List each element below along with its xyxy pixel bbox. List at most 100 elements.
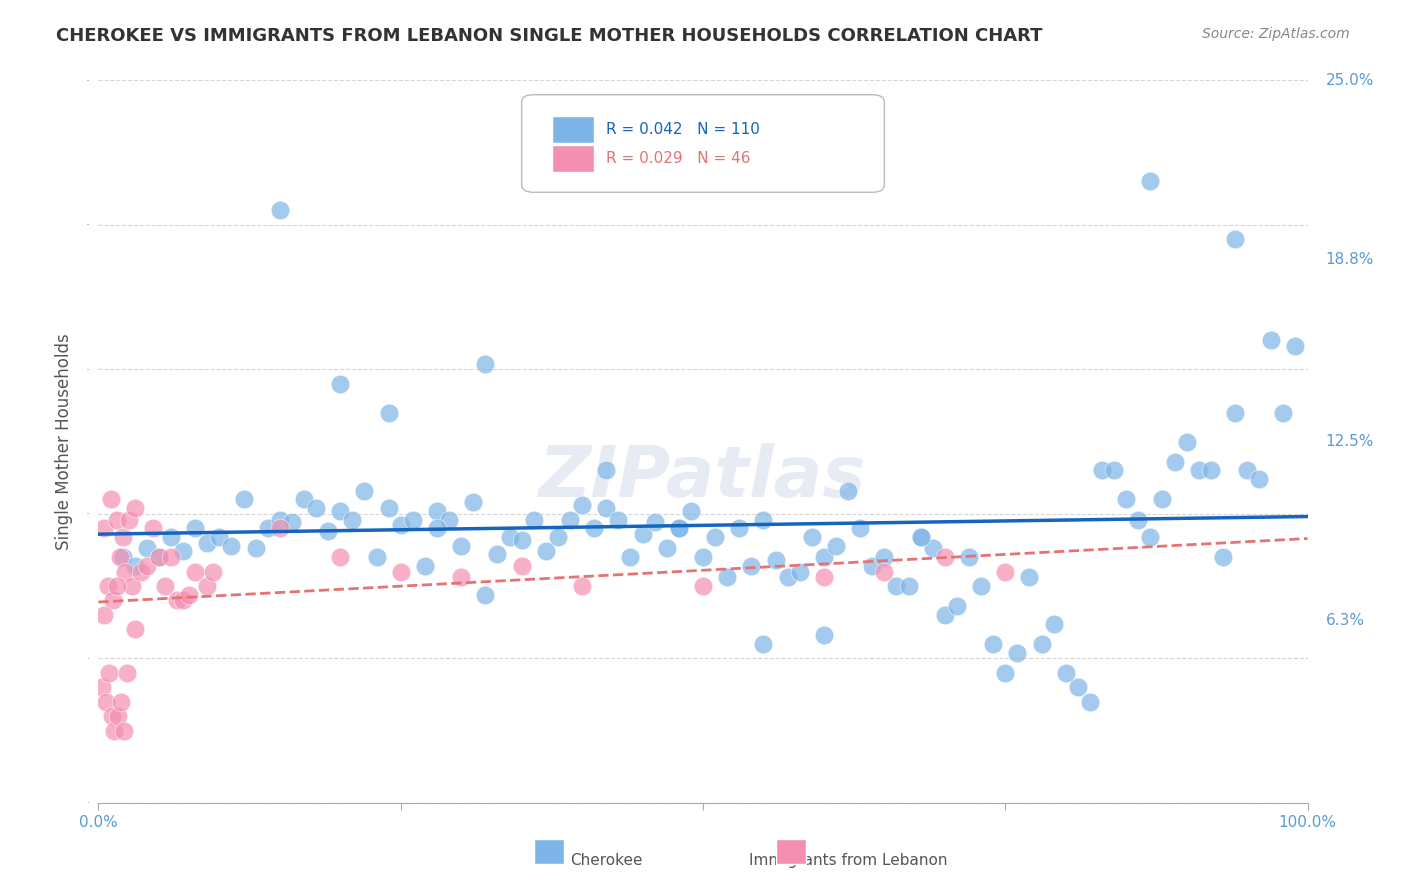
Point bbox=[873, 550, 896, 565]
Point bbox=[135, 541, 157, 556]
Point bbox=[957, 550, 980, 565]
Point bbox=[534, 544, 557, 558]
Point bbox=[631, 527, 654, 541]
Point bbox=[849, 521, 872, 535]
Point bbox=[366, 550, 388, 565]
Point bbox=[101, 593, 124, 607]
Point bbox=[921, 541, 943, 556]
Point bbox=[668, 521, 690, 535]
FancyBboxPatch shape bbox=[522, 95, 884, 193]
Point bbox=[1067, 680, 1090, 694]
Point bbox=[94, 695, 117, 709]
Point bbox=[1115, 492, 1137, 507]
FancyBboxPatch shape bbox=[551, 116, 595, 143]
Point bbox=[329, 550, 352, 565]
Point bbox=[813, 570, 835, 584]
Point bbox=[166, 593, 188, 607]
Point bbox=[389, 518, 412, 533]
Point bbox=[232, 492, 254, 507]
Text: R = 0.042   N = 110: R = 0.042 N = 110 bbox=[606, 122, 761, 136]
Point bbox=[644, 516, 666, 530]
Point bbox=[1272, 406, 1295, 420]
FancyBboxPatch shape bbox=[776, 838, 806, 864]
Point bbox=[1175, 434, 1198, 449]
Point bbox=[571, 579, 593, 593]
Y-axis label: Single Mother Households: Single Mother Households bbox=[55, 334, 73, 549]
Point bbox=[547, 530, 569, 544]
Point bbox=[112, 723, 135, 738]
Point bbox=[329, 504, 352, 518]
Point bbox=[117, 665, 139, 680]
Point bbox=[474, 357, 496, 371]
Point bbox=[910, 530, 932, 544]
Point bbox=[413, 558, 436, 573]
Point bbox=[813, 628, 835, 642]
Point bbox=[221, 539, 243, 553]
Point bbox=[486, 547, 509, 561]
Point bbox=[595, 501, 617, 516]
Point bbox=[789, 565, 811, 579]
Point bbox=[269, 203, 291, 218]
Text: 6.3%: 6.3% bbox=[1326, 613, 1365, 628]
Point bbox=[765, 553, 787, 567]
Point bbox=[813, 550, 835, 565]
Point bbox=[402, 512, 425, 526]
Point bbox=[934, 550, 956, 565]
Point bbox=[1163, 455, 1185, 469]
Point bbox=[776, 570, 799, 584]
Point bbox=[269, 512, 291, 526]
Point bbox=[1223, 406, 1246, 420]
Point bbox=[184, 565, 207, 579]
Text: R = 0.029   N = 46: R = 0.029 N = 46 bbox=[606, 151, 751, 166]
Point bbox=[897, 579, 920, 593]
Point bbox=[135, 558, 157, 573]
Point bbox=[837, 483, 859, 498]
Point bbox=[1212, 550, 1234, 565]
Point bbox=[740, 558, 762, 573]
Point bbox=[970, 579, 993, 593]
Point bbox=[1031, 637, 1053, 651]
Point bbox=[1284, 339, 1306, 353]
Point bbox=[124, 558, 146, 573]
Point bbox=[704, 530, 727, 544]
Point bbox=[316, 524, 339, 538]
Point bbox=[450, 570, 472, 584]
Point bbox=[100, 709, 122, 723]
Point bbox=[124, 501, 146, 516]
Point bbox=[825, 539, 848, 553]
Text: Immigrants from Lebanon: Immigrants from Lebanon bbox=[749, 854, 948, 869]
Point bbox=[800, 530, 823, 544]
Point bbox=[692, 550, 714, 565]
Point bbox=[91, 680, 114, 694]
Point bbox=[994, 565, 1017, 579]
Point bbox=[105, 579, 128, 593]
Point bbox=[752, 512, 775, 526]
Point bbox=[1102, 463, 1125, 477]
Point bbox=[160, 530, 183, 544]
Point bbox=[886, 579, 908, 593]
Point bbox=[111, 550, 134, 565]
Point bbox=[437, 512, 460, 526]
Point bbox=[98, 665, 121, 680]
Point bbox=[934, 607, 956, 622]
Point bbox=[752, 637, 775, 651]
Point bbox=[1260, 334, 1282, 348]
Point bbox=[595, 463, 617, 477]
Point bbox=[558, 512, 581, 526]
FancyBboxPatch shape bbox=[551, 145, 595, 172]
Point bbox=[1139, 530, 1161, 544]
Point bbox=[860, 558, 883, 573]
Text: Cherokee: Cherokee bbox=[569, 854, 643, 869]
Point bbox=[1007, 646, 1029, 660]
Point bbox=[692, 579, 714, 593]
Point bbox=[426, 521, 449, 535]
Point bbox=[202, 565, 225, 579]
Point bbox=[208, 530, 231, 544]
Point bbox=[245, 541, 267, 556]
FancyBboxPatch shape bbox=[534, 838, 564, 864]
Point bbox=[160, 550, 183, 565]
Point bbox=[281, 516, 304, 530]
Point bbox=[1152, 492, 1174, 507]
Text: 18.8%: 18.8% bbox=[1326, 252, 1374, 267]
Point bbox=[172, 593, 194, 607]
